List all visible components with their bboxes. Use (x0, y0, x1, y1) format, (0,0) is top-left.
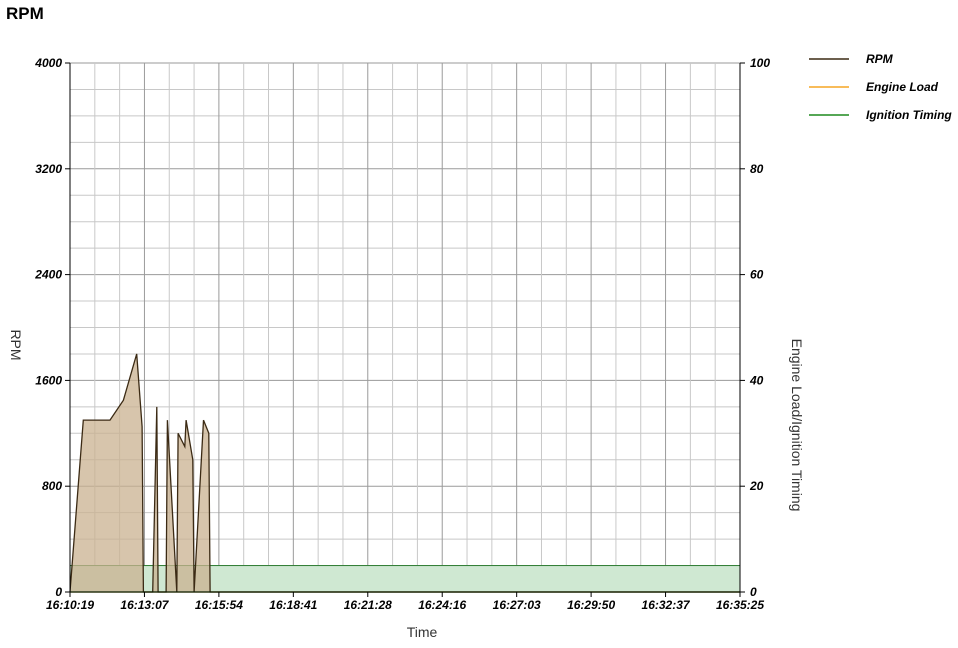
y-right-tick-label: 40 (749, 373, 764, 387)
series-layer (69, 353, 740, 593)
y-left-tick-label: 3200 (35, 162, 62, 176)
x-tick-label: 16:35:25 (716, 598, 764, 612)
x-tick-label: 16:24:16 (418, 598, 466, 612)
y-left-tick-label: 4000 (34, 56, 62, 70)
x-tick-label: 16:15:54 (195, 598, 243, 612)
legend-label-rpm: RPM (866, 52, 894, 66)
legend-label-ignition-timing: Ignition Timing (866, 108, 952, 122)
y-axis-right-title: Engine Load/Ignition Timing (789, 339, 805, 512)
x-tick-label: 16:29:50 (567, 598, 615, 612)
y-left-tick-label: 0 (55, 585, 62, 599)
y-right-tick-label: 100 (750, 56, 770, 70)
y-left-tick-label: 800 (42, 479, 62, 493)
x-tick-label: 16:13:07 (120, 598, 169, 612)
x-tick-label: 16:27:03 (493, 598, 541, 612)
y-left-tick-label: 2400 (34, 268, 62, 282)
x-tick-label: 16:21:28 (344, 598, 392, 612)
rpm-area (70, 353, 740, 592)
x-tick-label: 16:18:41 (269, 598, 317, 612)
chart-title: RPM (6, 4, 44, 23)
x-tick-label: 16:10:19 (46, 598, 94, 612)
y-right-tick-label: 80 (750, 162, 764, 176)
x-tick-label: 16:32:37 (642, 598, 691, 612)
y-right-tick-label: 0 (750, 585, 757, 599)
y-axis-left-title: RPM (8, 329, 24, 360)
legend: RPM Engine Load Ignition Timing (809, 52, 952, 122)
y-right-tick-label: 60 (750, 268, 764, 282)
y-left-tick-label: 1600 (35, 373, 62, 387)
axes: 0 800 1600 2400 3200 4000 0 20 40 60 80 100 16:10:19… (34, 56, 770, 612)
legend-label-engine-load: Engine Load (866, 80, 939, 94)
x-axis-title: Time (407, 624, 438, 640)
y-right-tick-label: 20 (749, 479, 764, 493)
